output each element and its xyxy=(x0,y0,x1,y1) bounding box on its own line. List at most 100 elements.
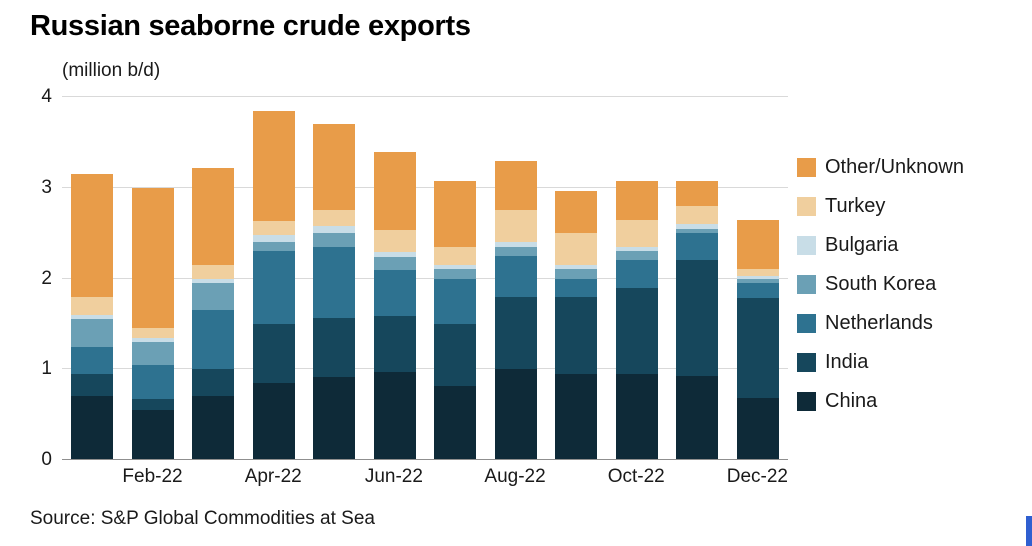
bar-segment-bulgaria xyxy=(494,242,537,247)
y-tick-label: 2 xyxy=(41,267,52,289)
legend-swatch xyxy=(797,314,816,333)
bar-segment-south-korea xyxy=(494,246,537,256)
x-tick-label: Jun-22 xyxy=(364,466,423,487)
x-tick-label xyxy=(424,466,484,488)
bar-slot xyxy=(123,97,184,460)
bar-segment-other-unknown xyxy=(71,174,114,297)
bar-segment-other-unknown xyxy=(555,190,598,234)
legend-label: Other/Unknown xyxy=(825,156,964,178)
bar-segment-china xyxy=(313,376,356,460)
legend-label: Bulgaria xyxy=(825,234,899,256)
bar-segment-india xyxy=(252,323,295,383)
bar-segment-turkey xyxy=(252,221,295,235)
bar-slot xyxy=(62,97,123,460)
bar-segment-turkey xyxy=(615,219,658,247)
bar-segment-china xyxy=(736,398,779,460)
bar-segment-south-korea xyxy=(131,342,174,365)
bar-segment-china xyxy=(494,369,537,460)
bar-segment-china xyxy=(131,410,174,460)
edge-accent-mark xyxy=(1026,516,1032,546)
x-tick-label: Apr-22 xyxy=(244,466,302,487)
bar-slot xyxy=(667,97,728,460)
bar-segment-turkey xyxy=(555,233,598,265)
bar-segment-south-korea xyxy=(252,242,295,252)
bar-segment-turkey xyxy=(131,328,174,338)
bar-segment-south-korea xyxy=(434,269,477,279)
bar-segment-china xyxy=(192,396,235,460)
bar-segment-south-korea xyxy=(71,319,114,347)
x-tick-label xyxy=(303,466,363,488)
legend-label: Netherlands xyxy=(825,312,933,334)
bar-segment-south-korea xyxy=(736,278,779,284)
bar-feb-22 xyxy=(131,97,174,460)
gridline xyxy=(62,277,788,279)
legend-swatch xyxy=(797,197,816,216)
x-tick-label xyxy=(62,466,122,488)
bar-segment-bulgaria xyxy=(313,225,356,234)
bar-segment-other-unknown xyxy=(131,187,174,329)
legend-label: Turkey xyxy=(825,195,886,217)
bar-segment-china xyxy=(615,373,658,460)
bar-segment-netherlands xyxy=(252,251,295,324)
bar-segment-turkey xyxy=(434,246,477,265)
source-note: Source: S&P Global Commodities at Sea xyxy=(30,508,375,529)
bar-segment-india xyxy=(736,298,779,399)
y-tick-label: 3 xyxy=(41,176,52,198)
bar-segment-other-unknown xyxy=(313,124,356,210)
bar-segment-india xyxy=(71,373,114,397)
bar-segment-bulgaria xyxy=(71,314,114,320)
bar-may-22 xyxy=(313,97,356,460)
bar-segment-india xyxy=(373,315,416,372)
legend-label: China xyxy=(825,390,878,412)
legend-item-other-unknown: Other/Unknown xyxy=(797,156,964,179)
bar-jan-22 xyxy=(71,97,114,460)
bar-segment-netherlands xyxy=(615,260,658,288)
bar-slot xyxy=(486,97,547,460)
bar-slot xyxy=(425,97,486,460)
bar-segment-netherlands xyxy=(676,233,719,261)
legend-label: India xyxy=(825,351,869,373)
bar-segment-other-unknown xyxy=(434,181,477,247)
bar-slot xyxy=(304,97,365,460)
bar-segment-china xyxy=(434,385,477,460)
bar-segment-india xyxy=(555,296,598,374)
x-tick-label: Feb-22 xyxy=(122,466,183,487)
legend-swatch xyxy=(797,158,816,177)
bar-segment-south-korea xyxy=(555,269,598,279)
bar-oct-22 xyxy=(615,97,658,460)
bar-segment-india xyxy=(494,296,537,370)
bar-segment-china xyxy=(71,396,114,460)
bar-segment-netherlands xyxy=(434,278,477,324)
bar-aug-22 xyxy=(494,97,537,460)
legend-item-netherlands: Netherlands xyxy=(797,312,964,335)
legend-item-turkey: Turkey xyxy=(797,195,964,218)
bar-segment-other-unknown xyxy=(252,110,295,222)
legend-item-india: India xyxy=(797,351,964,374)
legend: Other/Unknown Turkey Bulgaria South Korea Ne… xyxy=(797,156,964,429)
bar-segment-turkey xyxy=(192,264,235,279)
bar-segment-turkey xyxy=(313,209,356,226)
bar-segment-turkey xyxy=(373,229,416,253)
bar-segment-turkey xyxy=(494,210,537,243)
bar-segment-turkey xyxy=(676,205,719,225)
legend-item-bulgaria: Bulgaria xyxy=(797,234,964,257)
bar-segment-india xyxy=(131,399,174,411)
bar-slot xyxy=(365,97,426,460)
bar-segment-india xyxy=(192,369,235,397)
gridline xyxy=(62,368,788,370)
bar-sep-22 xyxy=(555,97,598,460)
y-tick-label: 1 xyxy=(41,358,52,380)
bar-segment-india xyxy=(615,287,658,374)
bar-segment-bulgaria xyxy=(131,337,174,343)
x-axis-labels: Feb-22 Apr-22 Jun-22 Aug-22 Oct-22 Dec-22 xyxy=(62,466,788,488)
bar-segment-netherlands xyxy=(736,283,779,299)
bar-segment-netherlands xyxy=(555,278,598,297)
gridline xyxy=(62,96,788,97)
bar-slot xyxy=(183,97,244,460)
bar-segment-other-unknown xyxy=(615,180,658,220)
bar-jul-22 xyxy=(434,97,477,460)
x-tick-label: Aug-22 xyxy=(484,466,546,487)
bar-segment-other-unknown xyxy=(736,219,779,270)
bar-segment-bulgaria xyxy=(615,246,658,252)
